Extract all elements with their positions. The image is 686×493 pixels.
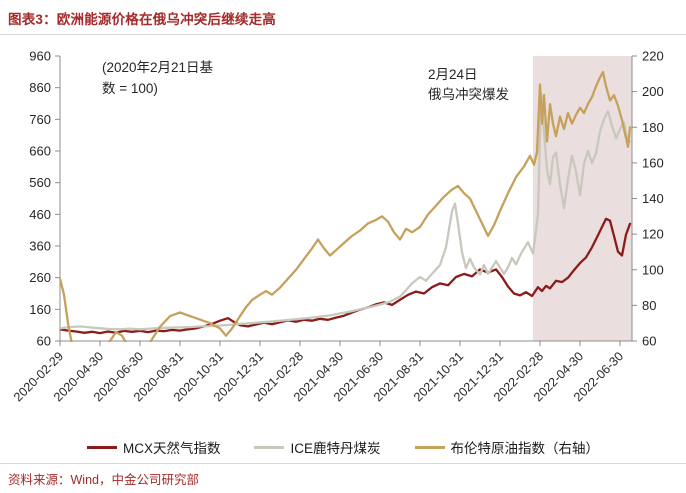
legend-item-ice-coal: ICE鹿特丹煤炭 bbox=[254, 437, 381, 457]
energy-price-line-chart: 60 160 260 360 460 560 660 760 860 960 60 80 100 120 1… bbox=[11, 49, 664, 405]
left-axis-tick-label: 360 bbox=[29, 239, 51, 254]
line-swatch-icon bbox=[86, 445, 117, 449]
right-axis-tick-label: 60 bbox=[642, 334, 656, 349]
baseline-annotation-line2: 数 = 100) bbox=[102, 81, 158, 96]
left-axis-tick-label: 960 bbox=[29, 49, 51, 64]
page-title: 图表3：欧洲能源价格在俄乌冲突后继续走高 bbox=[8, 12, 277, 27]
left-axis-tick-label: 460 bbox=[29, 207, 51, 222]
legend-item-brent-oil: 布伦特原油指数（右轴） bbox=[414, 437, 600, 457]
legend-label: ICE鹿特丹煤炭 bbox=[290, 441, 381, 456]
left-axis-tick-label: 260 bbox=[29, 270, 51, 285]
line-swatch-icon bbox=[414, 445, 445, 449]
right-axis-tick-label: 180 bbox=[642, 120, 664, 135]
right-axis-tick-label: 160 bbox=[642, 155, 664, 170]
chart-area: 60 160 260 360 460 560 660 760 860 960 60 80 100 120 1… bbox=[0, 41, 686, 433]
right-axis-tick-label: 120 bbox=[642, 227, 664, 242]
data-source-note: 资料来源：Wind，中金公司研究部 bbox=[8, 473, 199, 487]
baseline-annotation-line1: (2020年2月21日基 bbox=[102, 59, 214, 75]
series-line-mcx-gas bbox=[60, 217, 632, 335]
left-axis-tick-label: 60 bbox=[37, 334, 51, 349]
title-divider bbox=[0, 34, 686, 35]
legend-label: 布伦特原油指数（右轴） bbox=[450, 441, 600, 456]
line-swatch-icon bbox=[254, 445, 285, 449]
chart-axes bbox=[55, 55, 637, 346]
series-line-brent-oil bbox=[60, 70, 632, 342]
chart-legend: MCX天然气指数 ICE鹿特丹煤炭 布伦特原油指数（右轴） bbox=[0, 437, 686, 457]
conflict-shaded-region bbox=[533, 56, 632, 341]
right-axis-tick-label: 80 bbox=[642, 298, 656, 313]
right-axis-tick-label: 200 bbox=[642, 84, 664, 99]
legend-item-mcx-gas: MCX天然气指数 bbox=[86, 437, 221, 457]
conflict-annotation-line1: 2月24日 bbox=[428, 67, 478, 82]
conflict-annotation-line2: 俄乌冲突爆发 bbox=[428, 87, 509, 102]
left-axis-tick-label: 560 bbox=[29, 175, 51, 190]
left-axis-tick-label: 160 bbox=[29, 302, 51, 317]
left-axis-tick-label: 860 bbox=[29, 80, 51, 95]
right-axis-tick-label: 220 bbox=[642, 49, 664, 64]
left-axis-tick-label: 760 bbox=[29, 112, 51, 127]
right-axis-tick-label: 140 bbox=[642, 191, 664, 206]
shaded-region-rect bbox=[533, 56, 632, 341]
series-line-ice-coal bbox=[60, 91, 632, 331]
legend-label: MCX天然气指数 bbox=[122, 441, 221, 456]
source-divider bbox=[0, 463, 686, 464]
chart-series bbox=[60, 70, 632, 342]
left-axis-tick-label: 660 bbox=[29, 144, 51, 159]
right-axis-tick-label: 100 bbox=[642, 262, 664, 277]
